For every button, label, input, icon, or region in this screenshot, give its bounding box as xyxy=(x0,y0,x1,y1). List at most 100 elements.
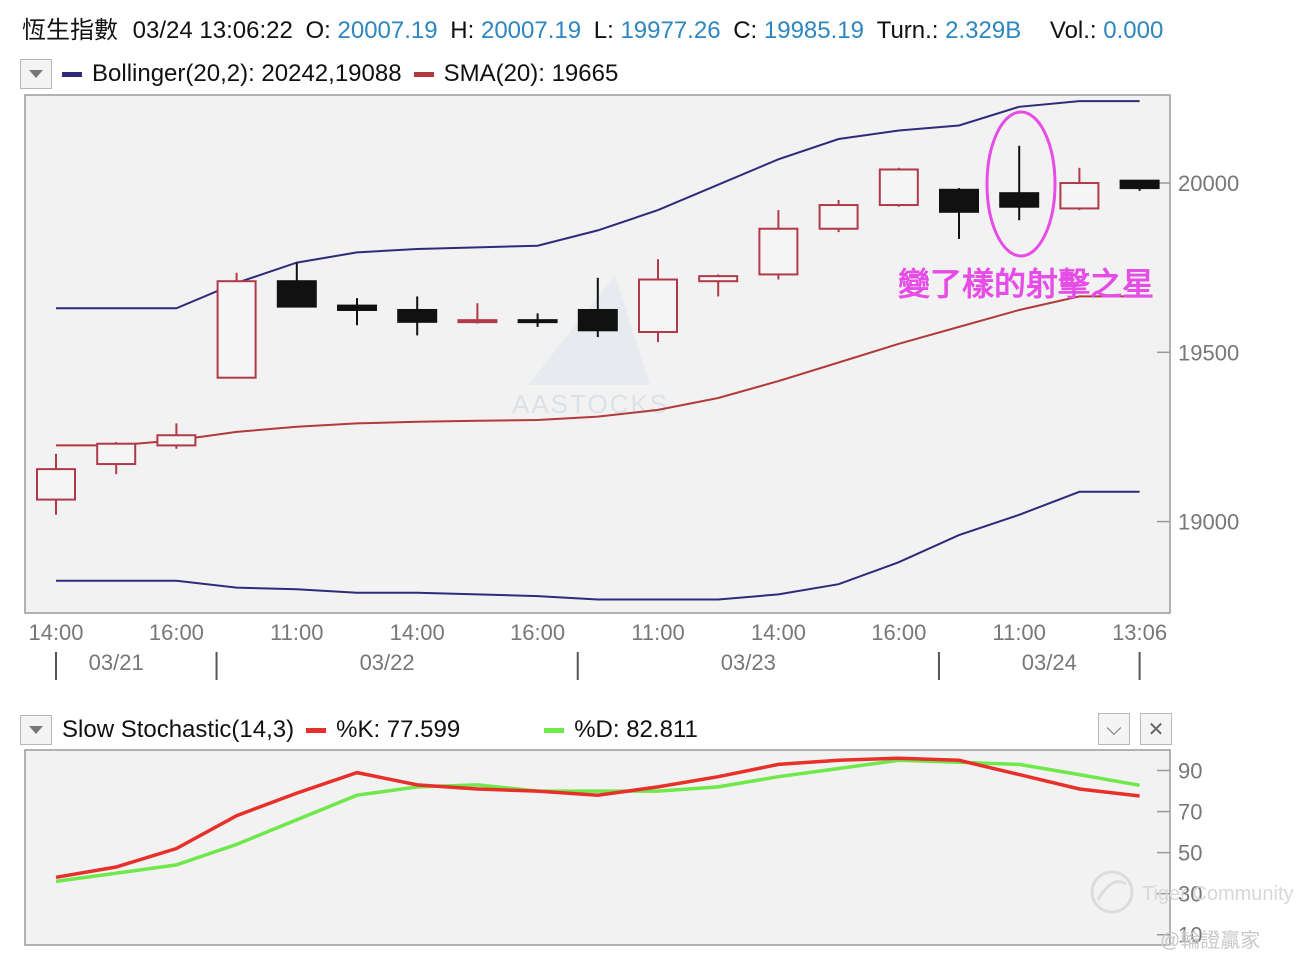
open-label: O: xyxy=(305,17,331,44)
candle-body xyxy=(758,227,799,276)
quote-datetime: 03/24 13:06:22 xyxy=(132,17,293,44)
candle xyxy=(1119,179,1160,191)
candle-body xyxy=(939,188,979,213)
candle xyxy=(999,145,1040,221)
candle xyxy=(276,262,317,308)
sma-line xyxy=(56,295,1140,447)
chevron-down-icon xyxy=(29,726,43,734)
d-swatch xyxy=(544,727,565,733)
x-tick-label: 16:00 xyxy=(871,620,926,645)
bollinger-legend: Bollinger(20,2): 20242,19088 xyxy=(92,60,402,87)
y-tick-label: 19000 xyxy=(1178,510,1239,535)
x-tick-label: 16:00 xyxy=(510,620,565,645)
candle-body xyxy=(638,278,678,333)
candle xyxy=(878,167,919,207)
stoch-title: Slow Stochastic(14,3) xyxy=(62,716,295,743)
stoch-y-tick-label: 90 xyxy=(1178,759,1202,784)
stoch-plot-area xyxy=(24,749,1171,946)
x-tick-label: 13:06 xyxy=(1112,620,1167,645)
candle xyxy=(818,199,859,233)
stoch-indicator-dropdown[interactable] xyxy=(20,715,52,745)
index-name: 恆生指數 xyxy=(22,17,118,44)
candle xyxy=(96,442,137,475)
close-value: 19985.19 xyxy=(763,17,864,44)
candle-body xyxy=(878,168,919,207)
day-label: 03/22 xyxy=(360,650,415,675)
day-label: 03/23 xyxy=(721,650,776,675)
sma-swatch xyxy=(413,71,434,77)
stoch-k-line xyxy=(55,756,1140,880)
quote-header: 恆生指數 03/24 13:06:22 O: 20007.19 H: 20007… xyxy=(22,10,1163,45)
stoch-y-tick-label: 50 xyxy=(1178,841,1202,866)
candle-body xyxy=(36,468,76,501)
main-indicator-dropdown[interactable] xyxy=(20,59,52,89)
candle xyxy=(36,453,76,515)
annotation-circle xyxy=(985,110,1057,258)
watermark-text: AASTOCKS xyxy=(512,389,669,419)
k-swatch xyxy=(306,727,327,733)
turnover-label: Turn.: xyxy=(876,17,939,44)
candle xyxy=(577,277,618,338)
volume-value: 0.000 xyxy=(1103,17,1164,44)
x-tick-label: 14:00 xyxy=(28,620,83,645)
stoch-y-tick-label: 10 xyxy=(1178,923,1202,948)
candle-body xyxy=(1059,182,1100,210)
candle-body xyxy=(156,434,197,447)
annotation-text: 變了樣的射擊之星 xyxy=(898,265,1154,303)
day-label: 03/24 xyxy=(1022,650,1077,675)
candle-body xyxy=(276,280,317,308)
sma-legend: SMA(20): 19665 xyxy=(443,60,619,87)
candle-body xyxy=(1119,179,1160,190)
k-legend: %K: 77.599 xyxy=(336,716,461,743)
x-tick-label: 11:00 xyxy=(631,620,684,645)
stoch-y-tick-label: 70 xyxy=(1178,800,1202,825)
y-tick-label: 20000 xyxy=(1178,171,1239,196)
stoch-d-line xyxy=(55,758,1140,884)
candle xyxy=(758,210,799,280)
candle-body xyxy=(698,275,739,283)
candle-body xyxy=(216,280,257,379)
turnover-value: 2.329B xyxy=(945,17,1022,44)
candle-body xyxy=(577,308,618,332)
x-tick-label: 11:00 xyxy=(270,620,323,645)
candle xyxy=(337,298,377,326)
candle-body xyxy=(457,319,498,324)
close-icon: ✕ xyxy=(1147,718,1165,741)
tiger-community-credit: Tiger Community xyxy=(1142,883,1294,905)
author-credit: @輪證贏家 xyxy=(1160,930,1261,952)
high-value: 20007.19 xyxy=(480,17,582,44)
candle-body xyxy=(818,204,859,230)
candle xyxy=(638,259,678,343)
main-legend: Bollinger(20,2): 20242,19088 SMA(20): 19… xyxy=(20,58,618,90)
chevron-down-icon xyxy=(29,70,43,78)
candle-body xyxy=(397,308,438,323)
candle-body xyxy=(337,304,377,311)
candle xyxy=(939,188,979,239)
candle xyxy=(397,296,438,336)
x-tick-label: 16:00 xyxy=(149,620,204,645)
candle-body xyxy=(517,319,558,324)
x-tick-label: 14:00 xyxy=(751,620,806,645)
collapse-panel-button[interactable]: ⌵ xyxy=(1098,713,1130,745)
close-label: C: xyxy=(733,17,758,44)
candle xyxy=(457,303,498,324)
chevron-down-icon: ⌵ xyxy=(1106,717,1122,740)
stoch-y-tick-label: 30 xyxy=(1178,882,1202,907)
candle xyxy=(216,272,257,379)
bollinger-lower-line xyxy=(56,490,1140,601)
tiger-community-icon xyxy=(1090,870,1134,914)
y-tick-label: 19500 xyxy=(1178,340,1239,365)
day-label: 03/21 xyxy=(89,650,144,675)
open-value: 20007.19 xyxy=(337,17,438,44)
close-panel-button[interactable]: ✕ xyxy=(1140,713,1172,745)
d-legend: %D: 82.811 xyxy=(574,716,698,743)
bollinger-swatch xyxy=(62,71,82,77)
candle xyxy=(1059,167,1100,211)
high-label: H: xyxy=(450,17,475,44)
volume-label: Vol.: xyxy=(1049,17,1097,44)
stoch-legend: Slow Stochastic(14,3) %K: 77.599 %D: 82.… xyxy=(20,714,698,746)
low-value: 19977.26 xyxy=(620,17,721,44)
x-tick-label: 14:00 xyxy=(390,620,445,645)
candle xyxy=(698,274,739,297)
